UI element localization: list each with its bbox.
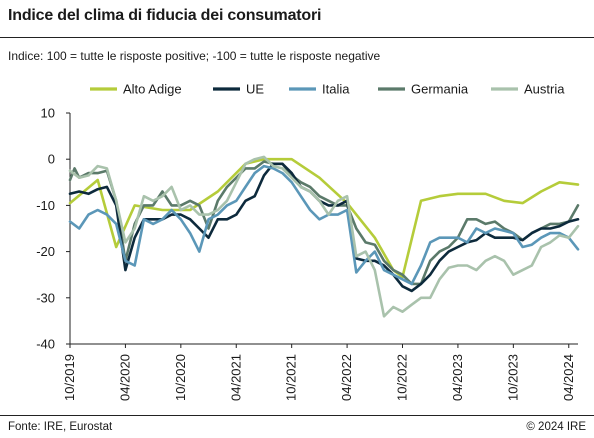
y-tick-label: -30 [36,290,55,305]
series-line-italia [68,164,580,286]
y-tick-label: -40 [36,337,55,352]
series-line-germania [68,160,580,286]
axes: 10 0 -10 -20 -30 -40 10/2019 04/2020 10/2020 04/2… [36,106,578,401]
legend-label: Germania [411,82,469,97]
legend-label: Italia [322,82,350,97]
source-note: Fonte: IRE, Eurostat [8,421,113,433]
x-tick-label: 10/2022 [395,354,410,401]
legend-label: Alto Adige [123,82,182,97]
x-tick-label: 10/2021 [284,354,299,401]
footer-divider [0,415,594,416]
y-tick-label: -10 [36,198,55,213]
legend-label: Austria [524,82,565,97]
x-tick-label: 10/2020 [173,354,188,401]
x-tick-label: 10/2019 [62,354,77,401]
x-tick-label: 04/2023 [450,354,465,401]
x-tick-label: 04/2021 [228,354,243,401]
chart-title: Indice del clima di fiducia dei consumat… [8,7,322,24]
series-lines [68,155,580,318]
x-tick-label: 04/2020 [117,354,132,401]
y-tick-label: 0 [48,152,55,167]
x-tick-label: 10/2023 [505,354,520,401]
y-tick-label: -20 [36,244,55,259]
series-line-alto-adige [68,157,580,279]
legend: Alto Adige UE Italia Germania Austria [90,82,565,97]
y-tick-label: 10 [41,106,55,121]
copyright-note: © 2024 IRE [526,421,586,433]
series-line-austria [68,155,580,318]
series-line-ue [68,162,580,293]
x-tick-label: 04/2024 [561,354,576,401]
chart-subtitle: Indice: 100 = tutte le risposte positive… [8,49,381,63]
header-divider [0,37,594,38]
x-tick-label: 04/2022 [339,354,354,401]
legend-label: UE [246,82,264,97]
